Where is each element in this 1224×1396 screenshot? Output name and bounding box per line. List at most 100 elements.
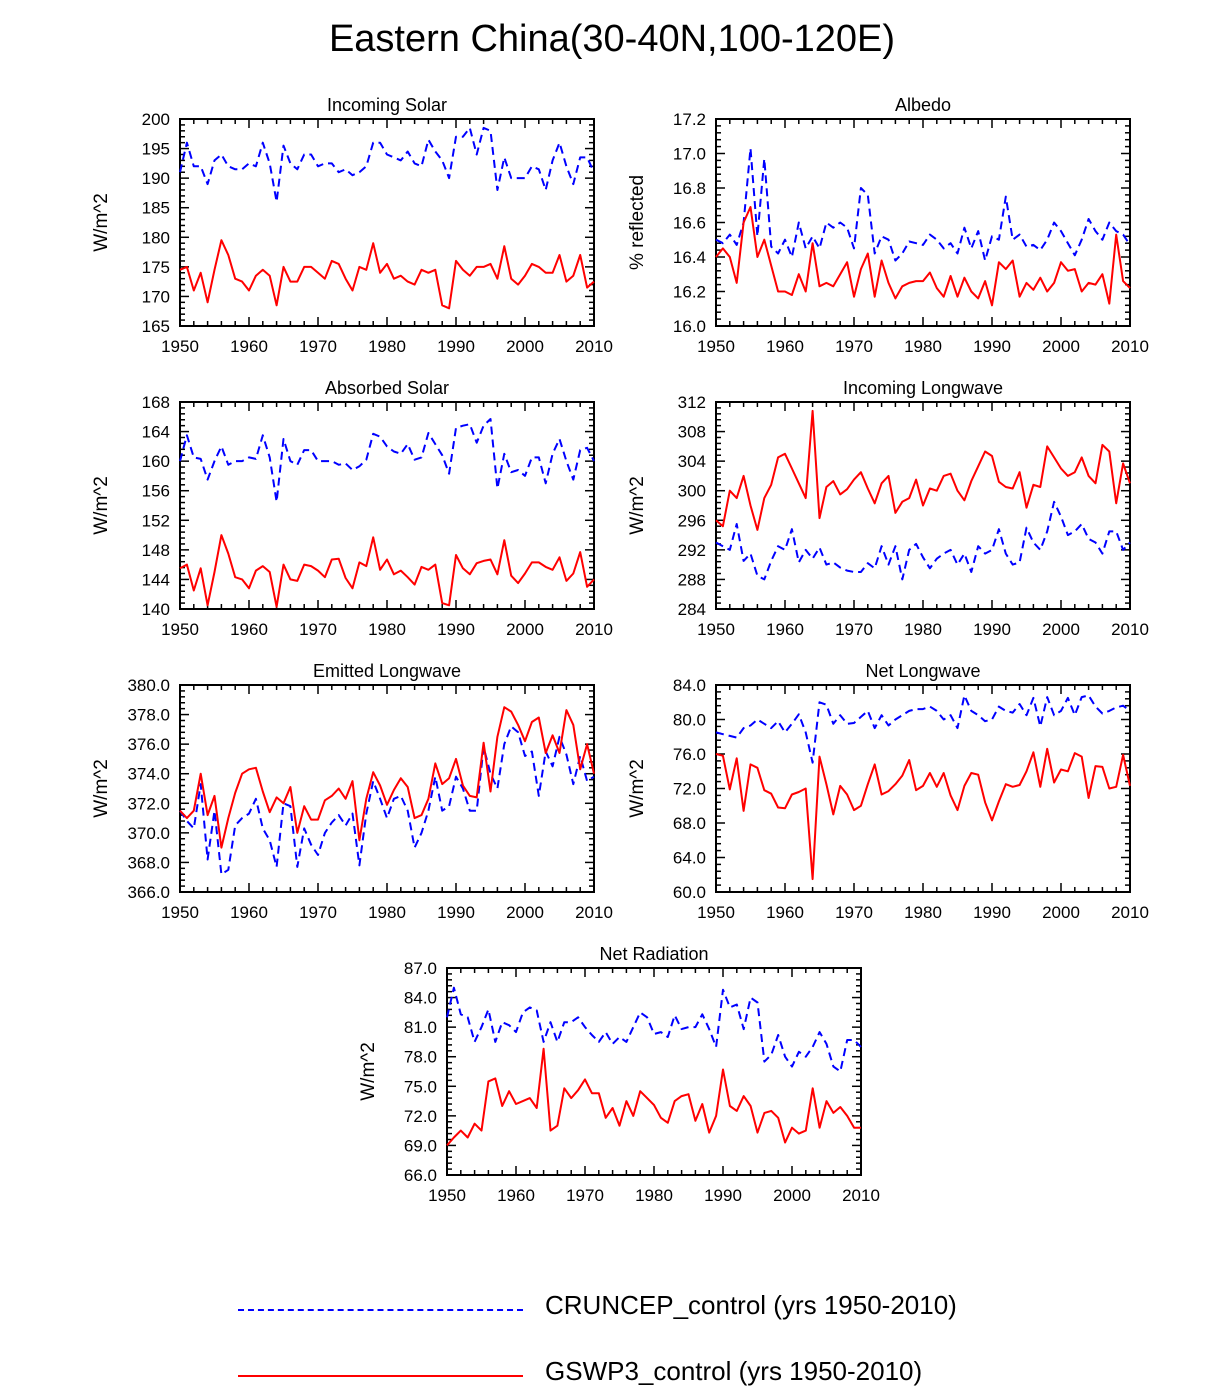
- y-tick-label: 376.0: [127, 735, 170, 754]
- x-tick-label: 1950: [161, 620, 199, 639]
- y-axis-label: W/m^2: [91, 476, 112, 535]
- panel-title: Net Longwave: [865, 661, 980, 681]
- chart-panel-2: Albedo % reflected 1950 1960 1970 1980 1990 200…: [627, 95, 1149, 356]
- x-tick-label: 1990: [437, 903, 475, 922]
- x-tick-label: 2010: [575, 620, 613, 639]
- y-tick-label: 165: [142, 317, 170, 336]
- y-tick-label: 16.6: [673, 214, 706, 233]
- legend-label-cruncep: CRUNCEP_control (yrs 1950-2010): [545, 1290, 957, 1320]
- x-tick-label: 1960: [497, 1186, 535, 1205]
- y-tick-label: 81.0: [404, 1018, 437, 1037]
- y-tick-label: 164: [142, 423, 170, 442]
- plot-frame: [179, 684, 595, 893]
- y-tick-label: 72.0: [673, 780, 706, 799]
- y-tick-label: 300: [678, 482, 706, 501]
- y-tick-label: 66.0: [404, 1166, 437, 1185]
- y-tick-label: 380.0: [127, 676, 170, 695]
- plot-frame: [446, 967, 862, 1176]
- y-tick-label: 156: [142, 482, 170, 501]
- figure-title: Eastern China(30-40N,100-120E): [328, 18, 896, 60]
- y-tick-label: 152: [142, 511, 170, 530]
- series-line-gswp3-control: [179, 239, 595, 310]
- x-tick-label: 2010: [842, 1186, 880, 1205]
- x-tick-label: 2000: [773, 1186, 811, 1205]
- x-tick-label: 1990: [437, 620, 475, 639]
- x-tick-label: 1970: [299, 337, 337, 356]
- panel-title: Incoming Longwave: [843, 378, 1003, 398]
- y-tick-label: 16.2: [673, 283, 706, 302]
- x-tick-label: 1950: [161, 337, 199, 356]
- y-tick-label: 17.0: [673, 145, 706, 164]
- series-line-cruncep-control: [715, 500, 1131, 581]
- y-tick-label: 160: [142, 452, 170, 471]
- x-tick-label: 2000: [1042, 620, 1080, 639]
- x-tick-label: 1990: [704, 1186, 742, 1205]
- panel-title: Absorbed Solar: [325, 378, 449, 398]
- series-line-cruncep-control: [179, 126, 595, 203]
- x-tick-label: 2000: [506, 903, 544, 922]
- y-tick-label: 60.0: [673, 883, 706, 902]
- panel-title: Net Radiation: [599, 944, 708, 964]
- series-line-gswp3-control: [715, 747, 1131, 881]
- y-tick-label: 68.0: [673, 814, 706, 833]
- y-tick-label: 308: [678, 423, 706, 442]
- panel-title: Albedo: [895, 95, 951, 115]
- y-axis-label: W/m^2: [91, 759, 112, 818]
- series-line-gswp3-control: [179, 706, 595, 849]
- x-tick-label: 1980: [368, 903, 406, 922]
- y-tick-label: 185: [142, 199, 170, 218]
- x-tick-label: 1970: [835, 903, 873, 922]
- series-line-cruncep-control: [179, 725, 595, 876]
- chart-panel-5: Emitted Longwave W/m^2 1950 1960 1970 1980 199…: [91, 661, 613, 922]
- y-tick-label: 144: [142, 570, 170, 589]
- chart-panel-4: Incoming Longwave W/m^2 1950 1960 1970 1980 19…: [627, 378, 1149, 639]
- x-tick-label: 1990: [973, 620, 1011, 639]
- x-tick-label: 2000: [1042, 903, 1080, 922]
- y-tick-label: 370.0: [127, 824, 170, 843]
- x-tick-label: 1950: [161, 903, 199, 922]
- legend-label-gswp3: GSWP3_control (yrs 1950-2010): [545, 1356, 923, 1386]
- legend-swatch-cruncep: [238, 1309, 523, 1311]
- y-tick-label: 378.0: [127, 706, 170, 725]
- chart-panel-6: Net Longwave W/m^2 1950 1960 1970 1980 1990 200…: [627, 661, 1149, 922]
- y-tick-label: 80.0: [673, 711, 706, 730]
- x-tick-label: 1990: [973, 903, 1011, 922]
- x-tick-label: 1960: [230, 903, 268, 922]
- x-tick-label: 1970: [566, 1186, 604, 1205]
- y-tick-label: 200: [142, 110, 170, 129]
- y-tick-label: 75.0: [404, 1077, 437, 1096]
- y-tick-label: 312: [678, 393, 706, 412]
- series-line-cruncep-control: [446, 986, 862, 1073]
- plot-frame: [715, 684, 1131, 893]
- y-tick-label: 87.0: [404, 959, 437, 978]
- x-tick-label: 1960: [230, 337, 268, 356]
- x-tick-label: 2010: [575, 337, 613, 356]
- y-axis-label: W/m^2: [627, 476, 648, 535]
- y-axis-label: % reflected: [627, 175, 648, 270]
- y-tick-label: 76.0: [673, 745, 706, 764]
- y-tick-label: 288: [678, 570, 706, 589]
- x-tick-label: 1970: [299, 903, 337, 922]
- x-tick-label: 1950: [428, 1186, 466, 1205]
- panel-title: Incoming Solar: [327, 95, 447, 115]
- y-tick-label: 372.0: [127, 794, 170, 813]
- y-tick-label: 72.0: [404, 1107, 437, 1126]
- x-tick-label: 2000: [1042, 337, 1080, 356]
- series-line-gswp3-control: [715, 206, 1131, 307]
- y-tick-label: 195: [142, 140, 170, 159]
- y-tick-label: 140: [142, 600, 170, 619]
- chart-figure: Incoming Solar W/m^2 1950 1960 1970 1980 1990 2…: [91, 95, 1149, 1205]
- x-tick-label: 1980: [368, 337, 406, 356]
- y-tick-label: 180: [142, 228, 170, 247]
- y-tick-label: 168: [142, 393, 170, 412]
- y-tick-label: 16.4: [673, 248, 706, 267]
- y-tick-label: 284: [678, 600, 706, 619]
- x-tick-label: 1960: [766, 903, 804, 922]
- x-tick-label: 1950: [697, 620, 735, 639]
- x-tick-label: 2010: [1111, 903, 1149, 922]
- x-tick-label: 1970: [835, 337, 873, 356]
- x-tick-label: 1990: [973, 337, 1011, 356]
- y-tick-label: 175: [142, 258, 170, 277]
- y-tick-label: 69.0: [404, 1136, 437, 1155]
- series-line-cruncep-control: [715, 694, 1131, 764]
